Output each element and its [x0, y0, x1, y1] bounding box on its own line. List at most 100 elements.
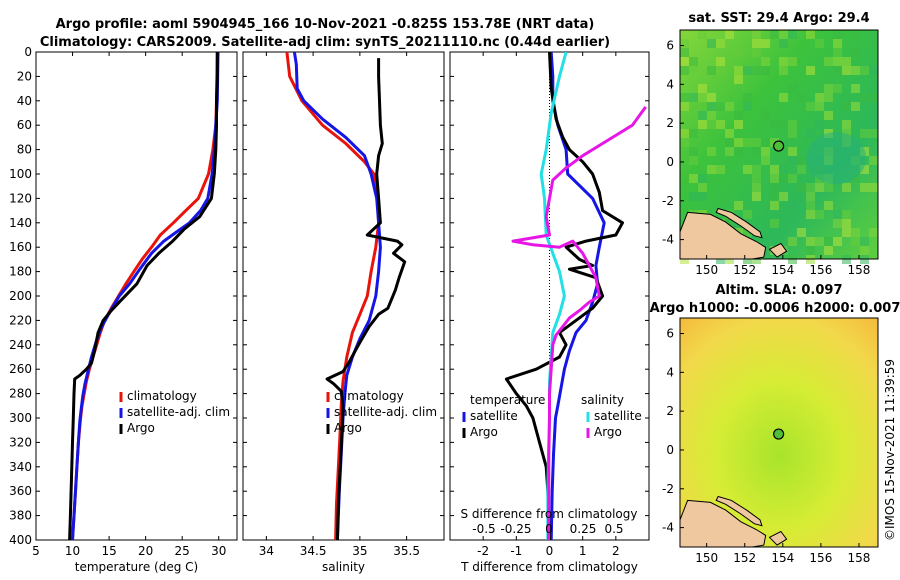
x-tick-label: 34.5: [300, 544, 327, 558]
y-tick-label: 260: [9, 362, 32, 376]
y-tick-label: 0: [24, 45, 32, 59]
series-line-argo: [68, 52, 219, 540]
map-pixel: [698, 174, 707, 183]
map-pixel: [689, 147, 698, 156]
plot-area: [242, 51, 445, 541]
y-tick-label: 40: [17, 94, 32, 108]
map-pixel: [707, 93, 716, 102]
y-tick-label: 240: [9, 338, 32, 352]
map-pixel: [788, 129, 797, 138]
map-pixel: [770, 201, 779, 210]
map-pixel: [833, 237, 842, 246]
y-tick-label: 20: [17, 69, 32, 83]
x2-tick-label: 0.25: [570, 522, 597, 536]
x-tick-label: 35: [352, 544, 367, 558]
map-pixel: [833, 30, 842, 39]
map-pixel: [851, 237, 860, 246]
map-pixel: [851, 174, 860, 183]
x-tick-label: 156: [809, 263, 832, 277]
map-pixel: [734, 138, 743, 147]
map-pixel: [797, 183, 806, 192]
y-tick-label: 380: [9, 509, 32, 523]
x-axis-label: T difference from climatology: [460, 560, 638, 574]
map-pixel: [806, 102, 815, 111]
map-pixel: [743, 93, 752, 102]
x-tick-label: 1: [579, 544, 587, 558]
map-pixel: [833, 210, 842, 219]
map-pixel: [797, 156, 806, 165]
map-pixel: [869, 156, 878, 165]
salinity-panel: 34 34.5 35 35.5 salinity climatology satellite…: [242, 51, 445, 574]
x-axis-label: salinity: [322, 560, 365, 574]
map-pixel: [824, 183, 833, 192]
x-tick-label: 158: [848, 551, 871, 565]
sla-map-panel: 150 152 154 156 158 -4 -2 0 2 4 6 Altim. SLA: 0.097…: [650, 283, 900, 565]
y-tick-label: 4: [666, 77, 674, 91]
x-tick-label: 25: [175, 544, 190, 558]
map-pixel: [815, 237, 824, 246]
map-pixel: [833, 48, 842, 57]
map-pixel: [716, 39, 725, 48]
map-frame: [679, 317, 879, 548]
argo-float-marker: [773, 428, 785, 440]
map-pixel: [698, 192, 707, 201]
map-pixel: [689, 93, 698, 102]
map-pixel: [689, 57, 698, 66]
map-pixel: [761, 147, 770, 156]
legend-label: satellite-adj. clim: [334, 405, 437, 419]
map-pixel: [734, 48, 743, 57]
map-pixel: [743, 210, 752, 219]
map-pixel: [779, 66, 788, 75]
map-pixel: [842, 120, 851, 129]
map-pixel: [842, 219, 851, 228]
legend-label: satellite: [470, 409, 518, 423]
map-pixel: [806, 129, 815, 138]
series-line-temperature-argo: [504, 52, 624, 540]
y-tick-label: 60: [17, 118, 32, 132]
x-tick-label: 150: [695, 263, 718, 277]
footer-timestamp: ©IMOS 15-Nov-2021 11:39:59: [883, 359, 897, 541]
map-pixel: [734, 201, 743, 210]
y-tick-label: 0: [666, 443, 674, 457]
y-tick-label: 340: [9, 460, 32, 474]
x-tick-label: 154: [771, 551, 794, 565]
y-tick-label: 120: [9, 191, 32, 205]
map-pixel: [851, 30, 860, 39]
map-pixel: [869, 183, 878, 192]
map-pixel: [770, 192, 779, 201]
map-pixel: [689, 192, 698, 201]
y-tick-label: 100: [9, 167, 32, 181]
y-tick-label: 6: [666, 327, 674, 341]
map-pixel: [815, 93, 824, 102]
map-pixel: [806, 237, 815, 246]
map-pixel: [833, 66, 842, 75]
map-pixel: [815, 102, 824, 111]
map-pixel: [779, 165, 788, 174]
map-pixel: [833, 39, 842, 48]
map-pixel: [707, 111, 716, 120]
map-pixel: [752, 165, 761, 174]
map-pixel: [761, 111, 770, 120]
map-pixel: [824, 84, 833, 93]
y-tick-label: 0: [666, 155, 674, 169]
y-tick-label: 80: [17, 143, 32, 157]
map-pixel: [680, 129, 689, 138]
x-tick-label: 158: [848, 263, 871, 277]
map-pixel: [761, 156, 770, 165]
map-pixel: [860, 93, 869, 102]
map-pixel: [680, 39, 689, 48]
x-tick-label: 2: [612, 544, 620, 558]
legend-title-temperature: temperature: [470, 393, 545, 407]
map-pixel: [734, 147, 743, 156]
map-pixel: [752, 192, 761, 201]
map-pixel: [842, 183, 851, 192]
map-pixel: [842, 129, 851, 138]
map-pixel: [680, 102, 689, 111]
map-pixel: [806, 246, 815, 255]
map-pixel: [707, 120, 716, 129]
map-pixel: [833, 219, 842, 228]
map-pixel: [788, 120, 797, 129]
map-pixel: [743, 228, 752, 237]
map-pixel: [698, 111, 707, 120]
